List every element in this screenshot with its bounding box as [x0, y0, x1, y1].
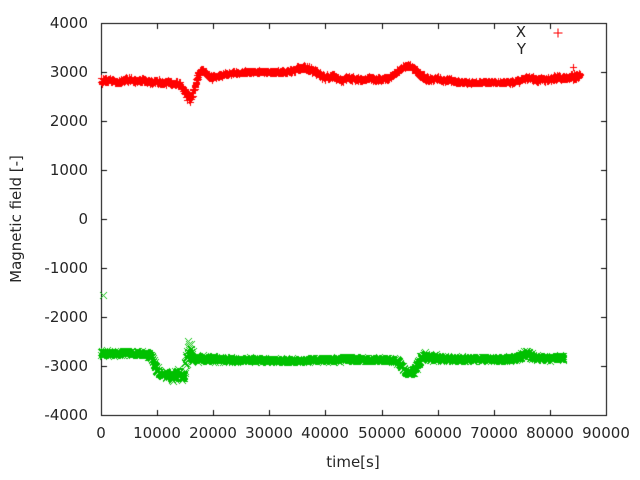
x-tick-label: 40000 [301, 424, 349, 442]
legend-sample-y-empty [526, 41, 590, 58]
x-tick-label: 50000 [358, 424, 406, 442]
x-tick-label: 60000 [414, 424, 462, 442]
y-tick-label: 2000 [49, 112, 88, 130]
legend-label-x: X [515, 23, 526, 41]
x-tick-label: 80000 [526, 424, 574, 442]
y-tick-label: -4000 [44, 406, 88, 424]
legend-sample-x [526, 24, 590, 41]
y-tick-label: 4000 [49, 14, 88, 32]
y-tick-label: -3000 [44, 357, 88, 375]
x-tick-label: 0 [96, 424, 106, 442]
plus-marker-icon [553, 28, 563, 37]
y-tick-label: -1000 [44, 259, 88, 277]
legend-entry-y: Y [400, 41, 590, 58]
y-tick-label: 1000 [49, 161, 88, 179]
x-tick-label: 10000 [133, 424, 181, 442]
legend-label-y: Y [516, 40, 526, 58]
x-tick-label: 70000 [470, 424, 518, 442]
y-tick-label: 3000 [49, 63, 88, 81]
y-tick-label: 0 [78, 210, 88, 228]
legend: X Y [400, 24, 590, 58]
x-tick-label: 90000 [582, 424, 630, 442]
x-tick-label: 20000 [189, 424, 237, 442]
y-tick-label: -2000 [44, 308, 88, 326]
x-tick-label: 30000 [245, 424, 293, 442]
x-axis-title: time[s] [326, 453, 380, 471]
legend-entry-x: X [400, 24, 590, 41]
